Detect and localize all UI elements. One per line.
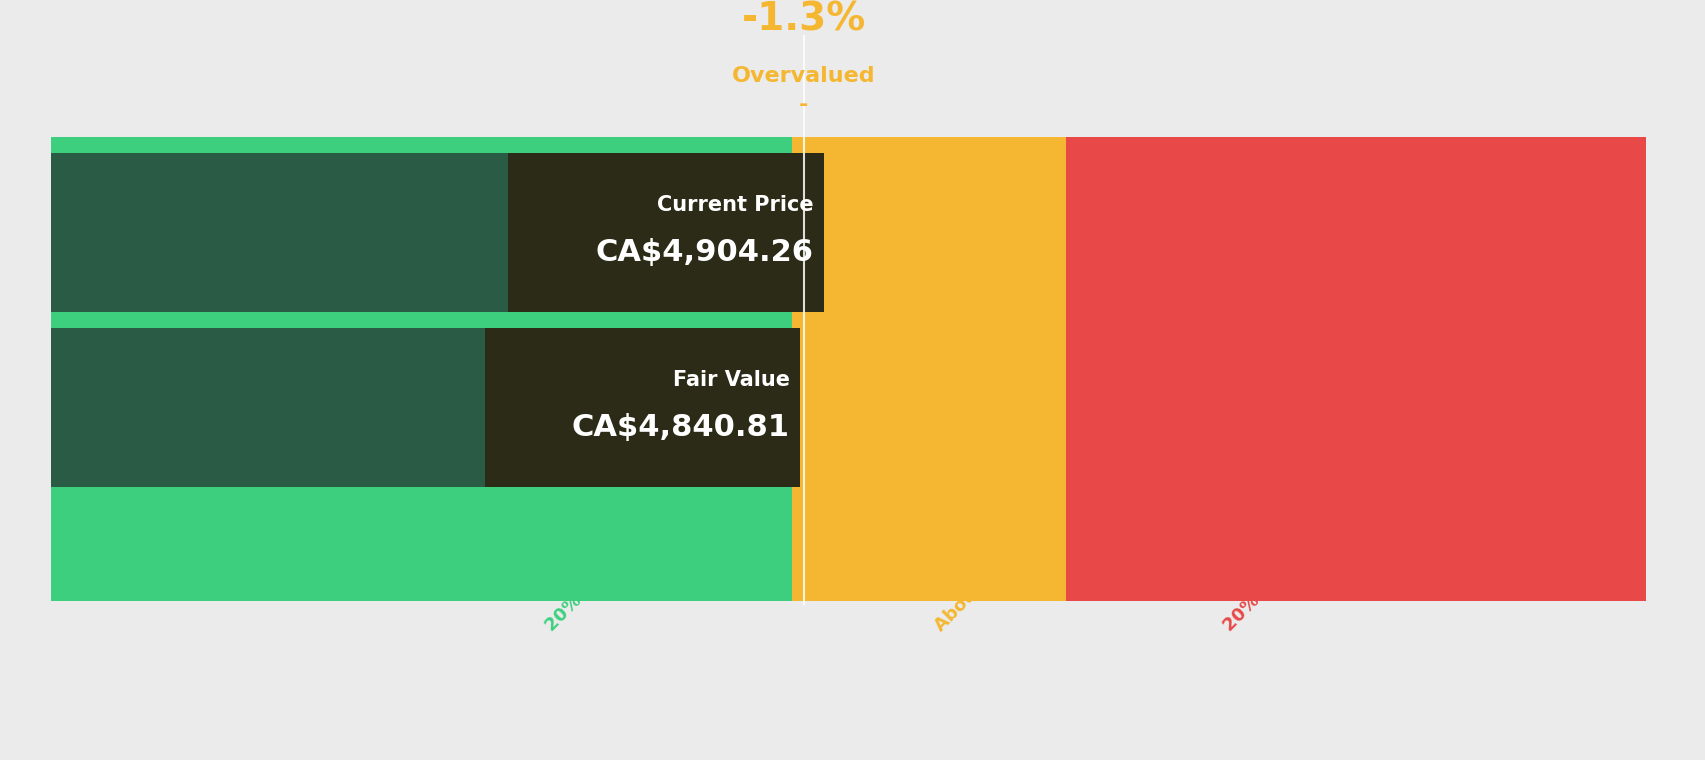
Text: -: - [798, 95, 808, 115]
Text: Fair Value: Fair Value [672, 370, 789, 390]
Bar [508, 153, 824, 312]
Text: About Right: About Right [931, 537, 1028, 635]
Text: Overvalued: Overvalued [731, 66, 875, 86]
Text: CA$4,904.26: CA$4,904.26 [595, 238, 813, 267]
Bar [484, 328, 800, 487]
Text: CA$4,840.81: CA$4,840.81 [571, 413, 789, 442]
Text: -1.3%: -1.3% [742, 1, 864, 39]
Bar [791, 137, 1066, 600]
Bar [51, 328, 791, 487]
Text: 20% Overvalued: 20% Overvalued [1219, 505, 1349, 635]
Bar [51, 153, 815, 312]
Bar [1066, 137, 1645, 600]
Text: Current Price: Current Price [656, 195, 813, 215]
Text: 20% Undervalued: 20% Undervalued [542, 496, 680, 635]
Bar [51, 137, 791, 600]
